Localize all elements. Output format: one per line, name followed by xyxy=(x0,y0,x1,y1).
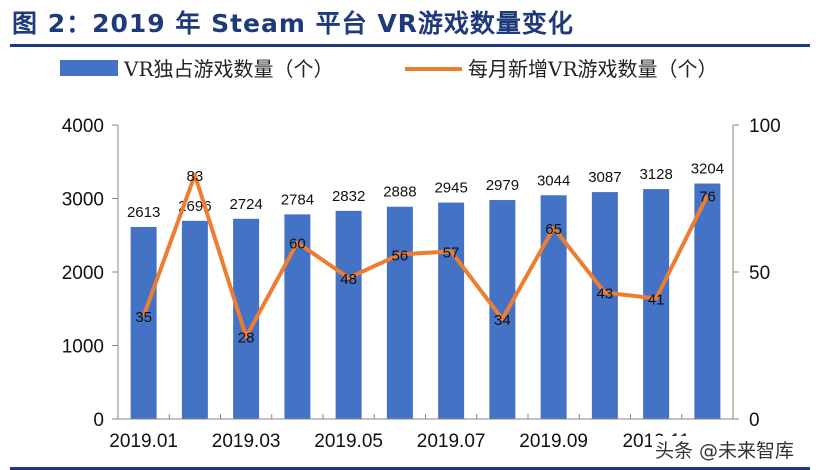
line-data-label: 35 xyxy=(135,309,152,326)
line-data-label: 76 xyxy=(699,189,716,206)
bar-data-label: 3204 xyxy=(691,161,724,178)
bar-data-label: 2945 xyxy=(434,180,467,197)
legend-label-bar: VR独占游戏数量（个） xyxy=(123,57,334,81)
bar-data-label: 2979 xyxy=(486,177,519,194)
line-data-label: 83 xyxy=(187,168,204,185)
bar xyxy=(643,189,670,419)
watermark: 头条 @未来智库 xyxy=(652,436,798,463)
line-data-label: 28 xyxy=(238,330,255,347)
right-tick-label: 0 xyxy=(749,410,760,431)
right-tick-label: 100 xyxy=(749,116,781,137)
right-tick-label: 50 xyxy=(749,263,770,284)
line-series xyxy=(141,172,710,339)
bar-data-label: 2832 xyxy=(332,188,365,205)
line-data-label: 48 xyxy=(340,271,357,288)
x-tick-label: 2019.09 xyxy=(519,431,588,452)
line-data-label: 34 xyxy=(494,312,511,329)
bottom-divider xyxy=(10,467,810,470)
bar xyxy=(130,226,157,419)
x-tick-label: 2019.01 xyxy=(109,431,178,452)
line-data-label: 65 xyxy=(545,221,562,238)
bar-data-label: 2613 xyxy=(127,204,160,221)
bar-data-label: 2784 xyxy=(281,191,314,208)
bar xyxy=(386,206,413,419)
legend-label-line: 每月新增VR游戏数量（个） xyxy=(468,57,718,81)
line-data-label: 57 xyxy=(443,244,460,261)
bar-data-label: 3128 xyxy=(639,166,672,183)
chart-title: 图 2：2019 年 Steam 平台 VR游戏数量变化 xyxy=(12,9,574,38)
legend-swatch-bar xyxy=(60,60,118,76)
left-tick-label: 1000 xyxy=(62,337,104,358)
bar xyxy=(591,192,618,419)
x-tick-label: 2019.03 xyxy=(212,431,281,452)
bar-data-label: 3087 xyxy=(588,169,621,186)
bar xyxy=(540,195,567,419)
bar xyxy=(438,202,465,419)
bar xyxy=(335,210,362,419)
line-data-label: 43 xyxy=(597,286,614,303)
left-tick-label: 0 xyxy=(93,410,104,431)
left-tick-label: 2000 xyxy=(62,263,104,284)
bar xyxy=(181,220,208,419)
bar-data-label: 2888 xyxy=(383,184,416,201)
x-tick-label: 2019.07 xyxy=(417,431,486,452)
bar-data-label: 2724 xyxy=(229,196,262,213)
title-divider xyxy=(10,44,810,47)
left-tick-label: 3000 xyxy=(62,190,104,211)
bar xyxy=(694,183,721,419)
line-data-label: 56 xyxy=(392,247,409,264)
line-data-label: 60 xyxy=(289,236,306,253)
bar-data-label: 3044 xyxy=(537,172,570,189)
left-tick-label: 4000 xyxy=(62,116,104,137)
line-data-label: 41 xyxy=(648,291,665,308)
x-tick-label: 2019.05 xyxy=(314,431,383,452)
